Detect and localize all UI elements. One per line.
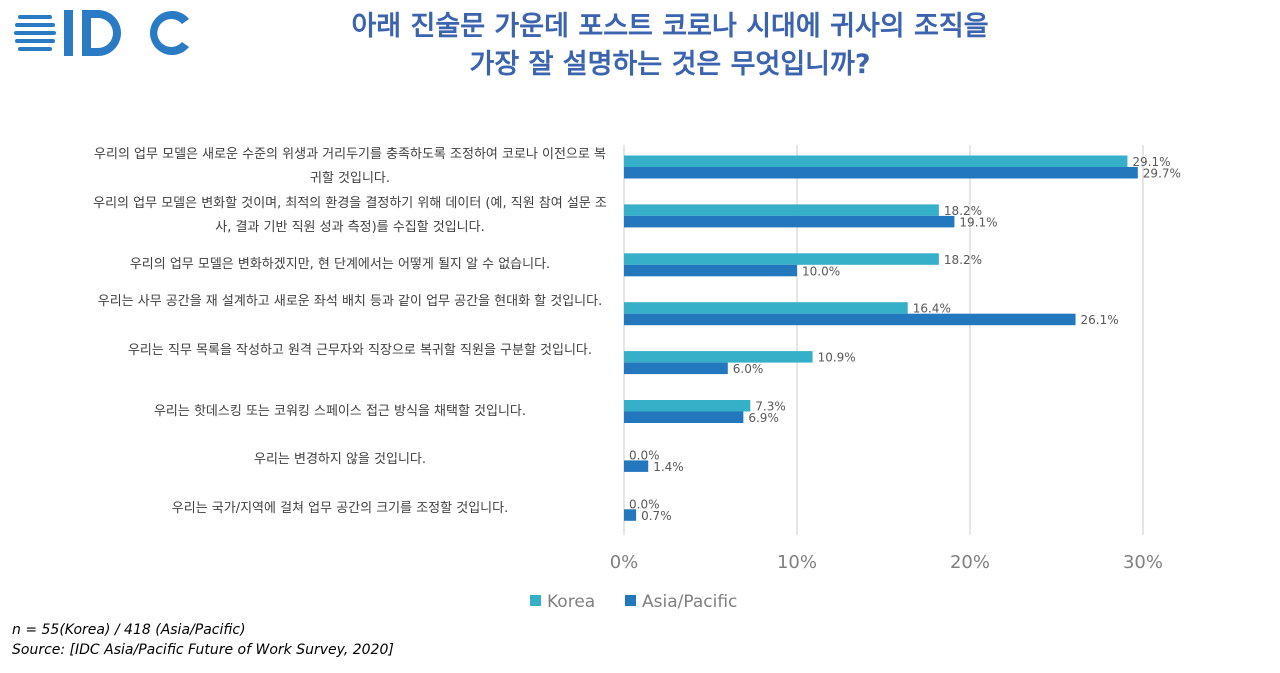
- data-label: 10.9%: [818, 351, 856, 365]
- category-label: 우리는 변경하지 않을 것입니다.: [253, 452, 426, 468]
- bar-asiapacific: [624, 167, 1138, 179]
- bar-asiapacific: [624, 362, 728, 375]
- category-label: 우리의 업무 모델은 변화할 것이며, 최적의 환경을 결정하기 위해 데이터 …: [93, 195, 607, 235]
- bar-asiapacific: [624, 313, 1076, 326]
- bar-korea: [624, 204, 939, 216]
- bar-korea: [624, 253, 939, 265]
- bar-asiapacific: [624, 215, 955, 228]
- x-tick-label: 30%: [1123, 552, 1163, 573]
- data-label: 7.3%: [755, 400, 786, 414]
- category-label: 우리는 사무 공간을 재 설계하고 새로운 좌석 배치 등과 같이 업무 공간을…: [97, 293, 603, 309]
- bar-korea: [624, 400, 751, 412]
- x-tick-label: 0%: [610, 552, 639, 573]
- bar-asiapacific: [624, 411, 744, 423]
- bar-asiapacific: [624, 264, 797, 277]
- legend-label: Korea: [547, 592, 595, 612]
- data-label: 29.1%: [1132, 155, 1170, 169]
- chart-title: 아래 진술문 가운데 포스트 코로나 시대에 귀사의 조직을 가장 잘 설명하는…: [270, 8, 1070, 84]
- legend-label: Asia/Pacific: [642, 592, 737, 612]
- legend-swatch: [625, 595, 636, 606]
- data-label: 19.1%: [959, 215, 997, 229]
- bar-korea: [624, 155, 1128, 167]
- data-label: 0.0%: [629, 448, 660, 462]
- category-label: 우리의 업무 모델은 변화하겠지만, 현 단계에서는 어떻게 될지 알 수 없습…: [129, 256, 551, 272]
- data-label: 6.0%: [733, 362, 764, 376]
- legend-swatch: [530, 595, 541, 606]
- data-label: 1.4%: [653, 460, 684, 474]
- idc-logo: [14, 4, 194, 64]
- data-label: 29.7%: [1143, 167, 1181, 181]
- data-label: 26.1%: [1081, 313, 1119, 327]
- source-note: Source: [IDC Asia/Pacific Future of Work…: [12, 642, 394, 658]
- data-label: 16.4%: [913, 302, 951, 316]
- bar-korea: [624, 302, 908, 314]
- data-label: 0.7%: [641, 509, 672, 523]
- sample-size-note: n = 55(Korea) / 418 (Asia/Pacific): [12, 622, 246, 638]
- data-label: 18.2%: [944, 204, 982, 218]
- x-tick-label: 20%: [950, 552, 990, 573]
- bar-korea: [624, 351, 813, 363]
- x-tick-label: 10%: [777, 552, 817, 573]
- data-label: 10.0%: [802, 264, 840, 278]
- bar-asiapacific: [624, 509, 637, 521]
- data-label: 18.2%: [944, 253, 982, 267]
- title-line-1: 아래 진술문 가운데 포스트 코로나 시대에 귀사의 조직을: [351, 11, 989, 42]
- bar-asiapacific: [624, 460, 649, 472]
- data-label: 6.9%: [748, 411, 779, 425]
- category-label: 우리는 국가/지역에 걸쳐 업무 공간의 크기를 조정할 것입니다.: [171, 501, 509, 517]
- category-label: 우리의 업무 모델은 새로운 수준의 위생과 거리두기를 충족하도록 조정하여 …: [94, 147, 606, 186]
- title-line-2: 가장 잘 설명하는 것은 무엇입니까?: [469, 49, 871, 80]
- category-label: 우리는 핫데스킹 또는 코워킹 스페이스 접근 방식을 채택할 것입니다.: [153, 403, 527, 419]
- category-label: 우리는 직무 목록을 작성하고 원격 근무자와 직장으로 복귀할 직원을 구분할…: [127, 342, 593, 358]
- data-label: 0.0%: [629, 497, 660, 511]
